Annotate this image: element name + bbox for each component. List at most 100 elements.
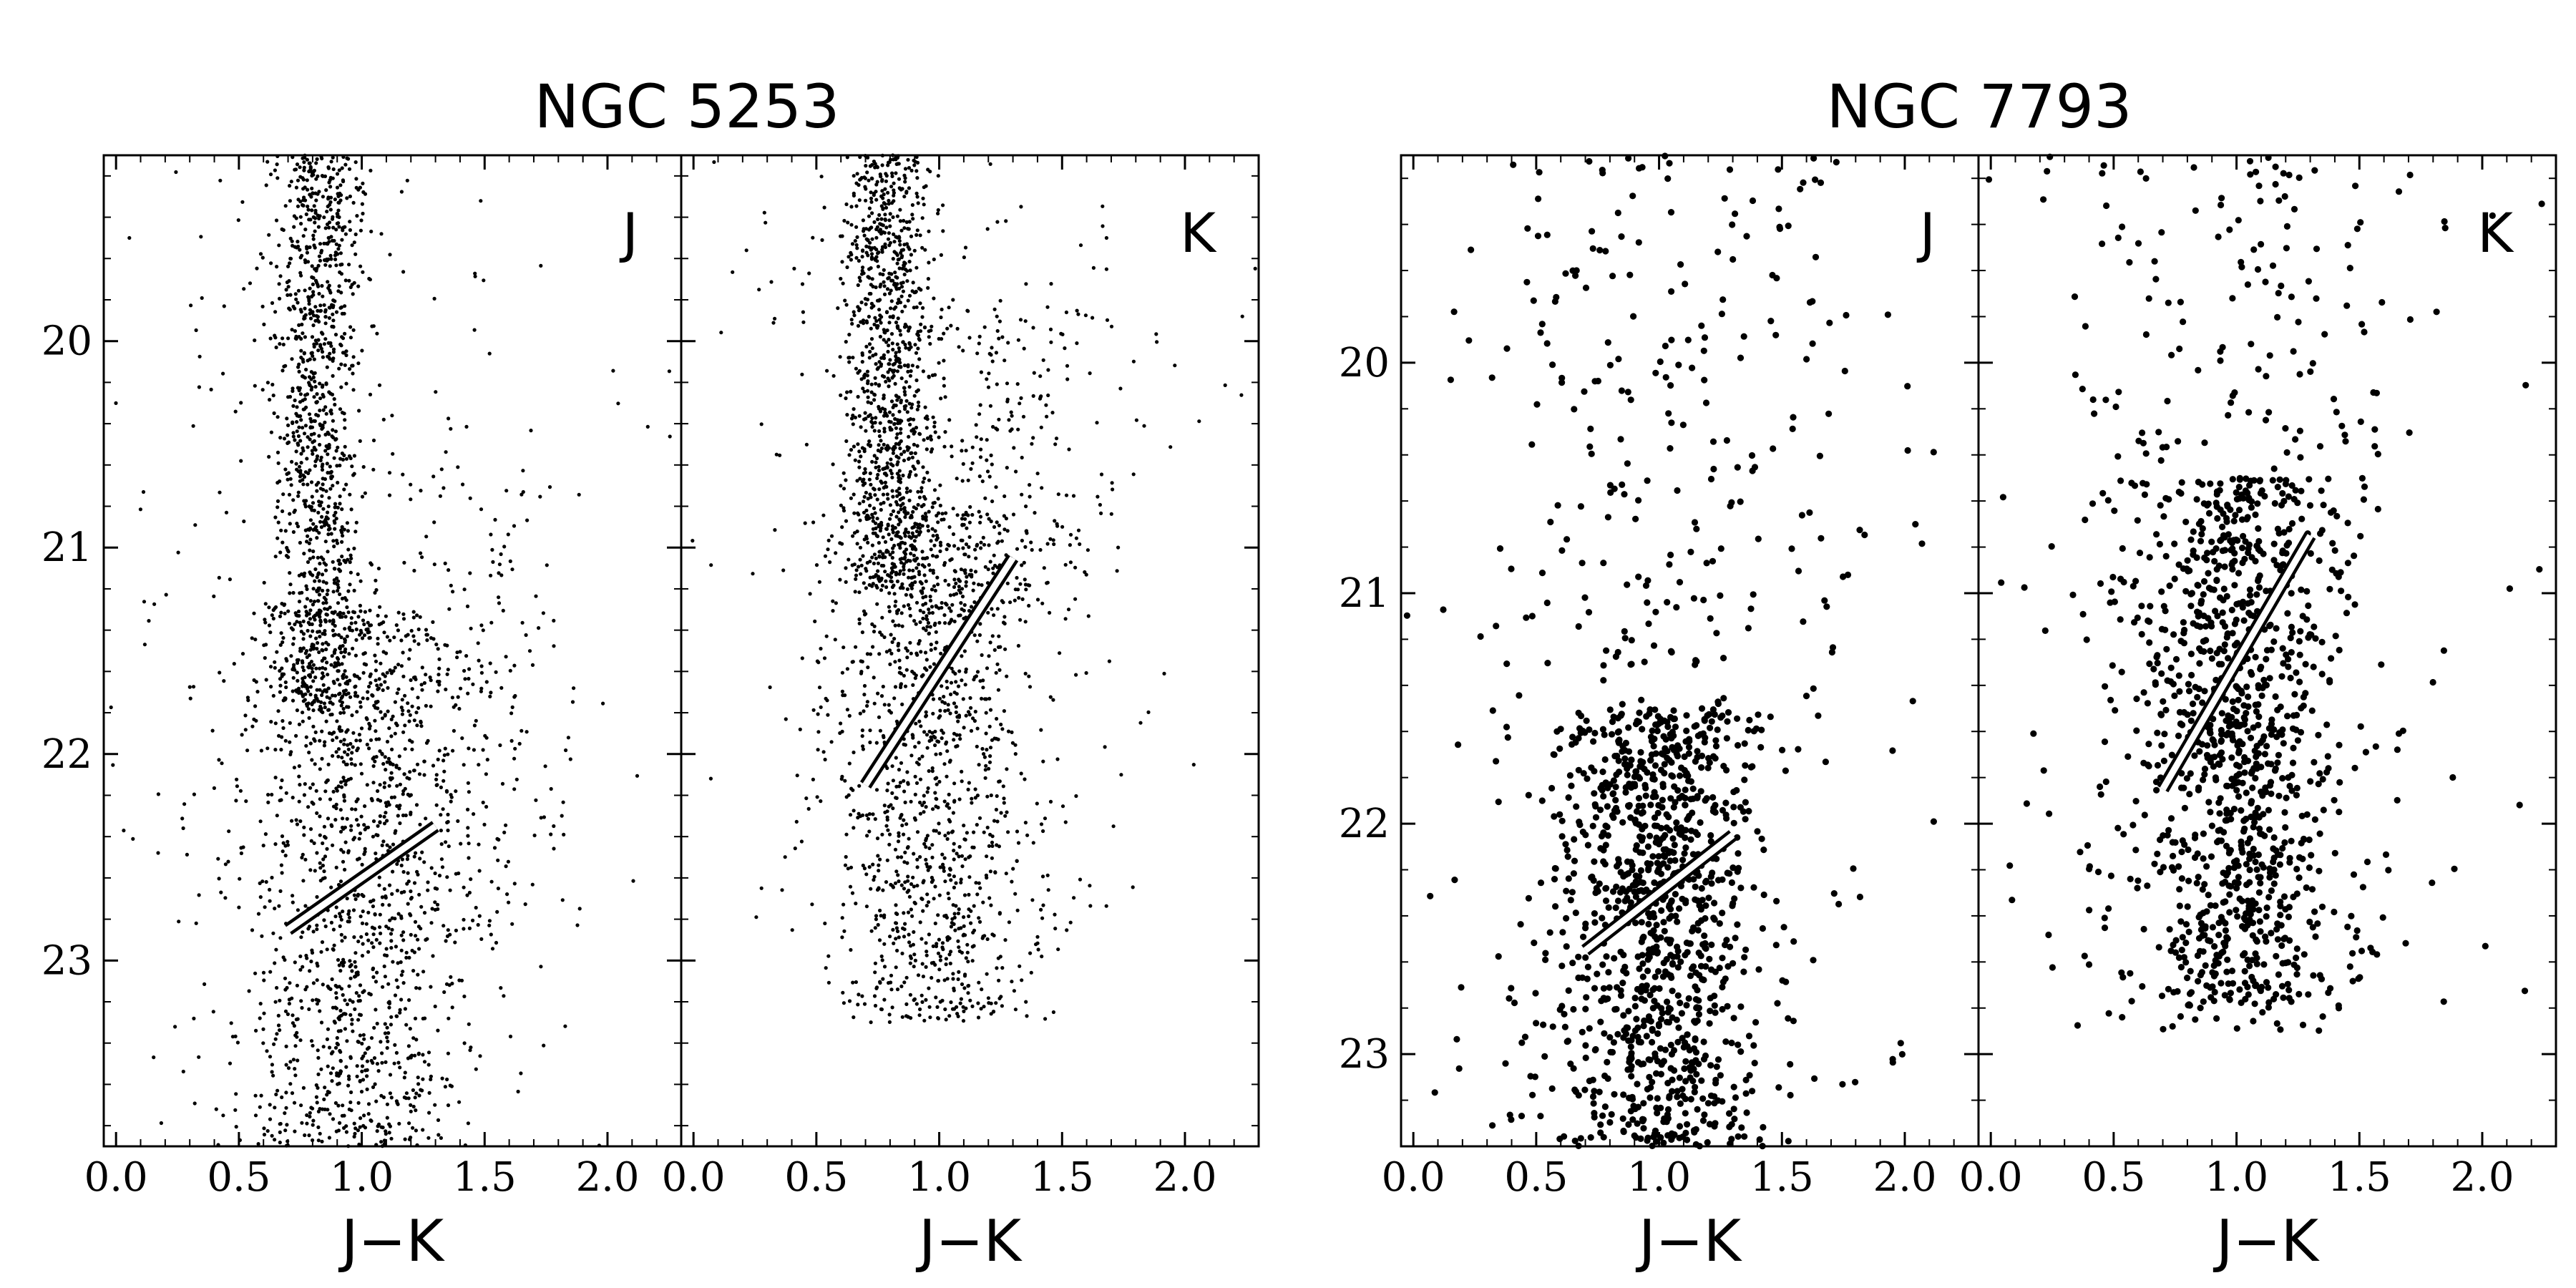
data-point (879, 321, 883, 325)
data-point (406, 871, 410, 875)
data-point (316, 699, 321, 703)
data-point (356, 572, 360, 577)
data-point (1040, 874, 1045, 879)
data-point (295, 620, 299, 624)
data-point (885, 328, 889, 333)
data-point (273, 660, 277, 664)
data-point (277, 282, 281, 286)
data-point (333, 818, 338, 822)
data-point (371, 967, 375, 972)
data-point (395, 804, 399, 809)
data-point (409, 482, 413, 487)
data-point (385, 1102, 390, 1106)
data-point (326, 204, 330, 209)
data-point (343, 331, 347, 336)
data-point (335, 464, 339, 468)
data-point (450, 696, 455, 700)
data-point (326, 527, 331, 532)
data-point (897, 572, 902, 576)
data-point (326, 242, 330, 246)
data-point (894, 436, 899, 440)
data-point (1078, 877, 1083, 882)
data-point (876, 264, 880, 269)
data-point (904, 399, 909, 403)
data-point (278, 436, 283, 440)
data-point (449, 793, 453, 797)
data-point (877, 555, 882, 559)
data-point (866, 816, 870, 821)
data-point (887, 648, 892, 653)
data-point (406, 902, 410, 906)
data-point (218, 670, 222, 675)
data-point (379, 683, 384, 687)
data-point (872, 874, 877, 879)
data-point (270, 382, 275, 387)
data-point (991, 571, 995, 575)
data-point (972, 904, 976, 908)
data-point (344, 381, 348, 386)
data-point (867, 865, 872, 869)
data-point (323, 740, 327, 744)
data-point (333, 197, 337, 202)
data-point (351, 837, 356, 841)
data-point (349, 757, 353, 761)
data-point (315, 811, 319, 815)
data-point (897, 349, 902, 353)
data-point (261, 970, 266, 975)
data-point (924, 965, 928, 969)
data-point (389, 771, 394, 775)
data-point (942, 561, 947, 565)
data-point (311, 527, 316, 532)
data-point (1004, 517, 1008, 521)
data-point (980, 696, 984, 701)
data-point (413, 1096, 417, 1100)
data-point (882, 965, 887, 969)
data-point (426, 880, 430, 884)
data-point (366, 627, 370, 631)
data-point (897, 522, 901, 527)
data-point (252, 611, 256, 615)
data-point (416, 642, 421, 646)
data-point (318, 258, 323, 263)
data-point (322, 595, 326, 600)
data-point (296, 494, 301, 498)
data-point (306, 560, 311, 565)
data-point (831, 462, 835, 467)
data-point (349, 621, 353, 625)
data-point (381, 839, 386, 844)
data-point (320, 426, 324, 431)
data-point (863, 411, 867, 415)
data-point (295, 522, 299, 526)
data-point (372, 703, 376, 708)
data-point (560, 898, 565, 902)
data-point (443, 561, 447, 566)
data-point (387, 784, 391, 788)
data-point (447, 416, 451, 421)
data-point (487, 919, 492, 923)
data-point (291, 900, 295, 904)
data-point (298, 591, 302, 595)
data-point (358, 914, 363, 919)
data-point (978, 886, 982, 890)
data-point (887, 832, 892, 836)
data-point (267, 623, 271, 628)
data-point (311, 782, 315, 786)
data-point (291, 894, 295, 898)
data-point (302, 351, 306, 355)
data-point (304, 584, 308, 588)
data-point (381, 985, 385, 989)
data-point (263, 832, 268, 836)
data-point (318, 666, 322, 670)
data-point (308, 599, 313, 603)
data-point (504, 823, 508, 827)
data-point (280, 735, 284, 739)
data-point (453, 940, 457, 945)
data-point (270, 875, 274, 880)
data-point (881, 535, 885, 540)
data-point (360, 1041, 364, 1046)
data-point (318, 833, 322, 837)
data-point (521, 469, 525, 473)
data-point (351, 371, 355, 376)
data-point (987, 654, 991, 658)
data-point (354, 628, 358, 632)
